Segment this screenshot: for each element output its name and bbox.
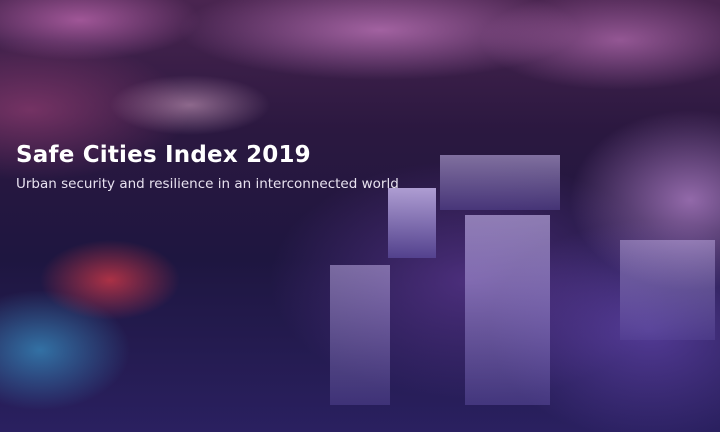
building	[465, 215, 550, 405]
cover-title: Safe Cities Index 2019	[16, 142, 311, 168]
cover-subtitle: Urban security and resilience in an inte…	[16, 176, 399, 192]
building	[388, 188, 436, 258]
building	[440, 155, 560, 210]
building	[620, 240, 715, 340]
building	[330, 265, 390, 405]
